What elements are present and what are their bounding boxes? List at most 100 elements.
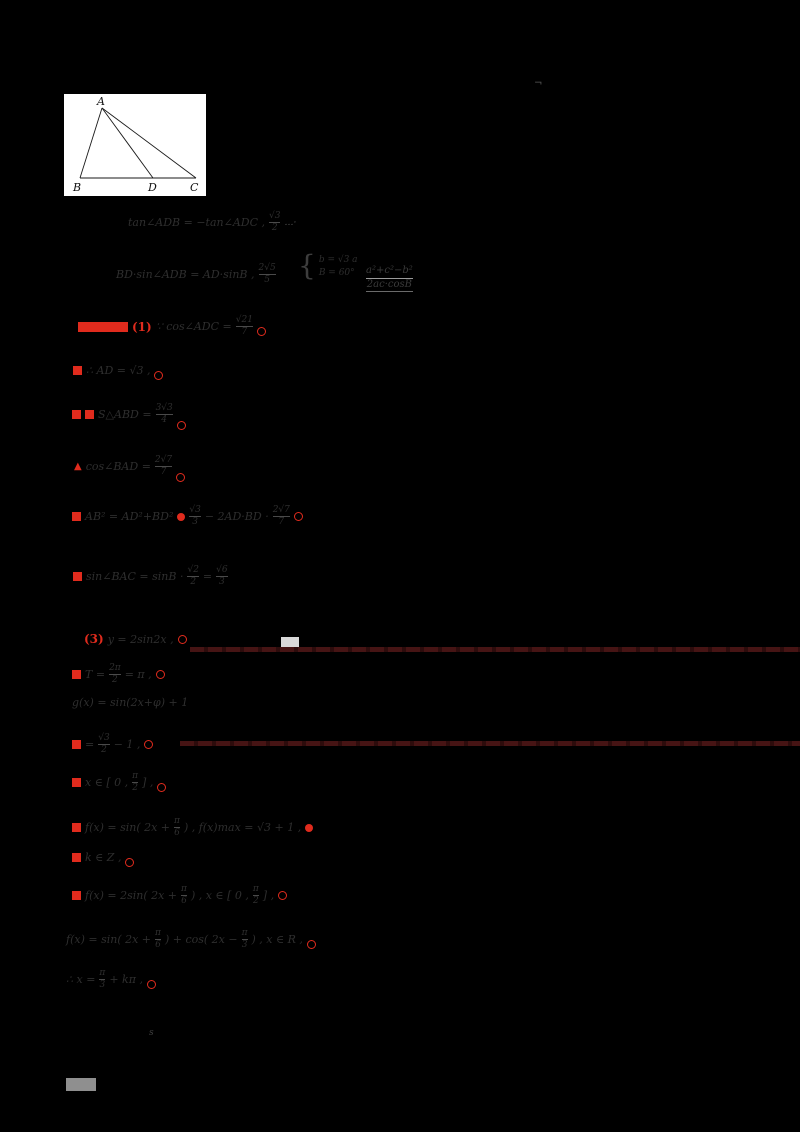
fraction-bar: [99, 979, 106, 981]
fraction-numerator: π: [252, 884, 259, 894]
fraction-numerator: π: [241, 928, 248, 938]
red-ring-mark: [278, 891, 288, 901]
fraction-denominator: 2: [101, 745, 107, 756]
equation-text: ] ,: [142, 776, 154, 790]
fraction-bar: [272, 516, 290, 518]
fraction-denominator: 7: [278, 517, 285, 528]
equation-line: k ∈ Z ,: [72, 851, 135, 867]
divider-line-dark-red: [180, 741, 800, 746]
red-ring-mark: [155, 670, 165, 680]
equation-text: f(x) = 2sin( 2x +: [85, 889, 178, 903]
red-dot-mark: [305, 823, 314, 832]
equation-line: = √3 2 − 1 ,: [72, 733, 154, 756]
faint-letter-mark: s: [149, 1028, 154, 1038]
fraction-numerator: √6: [216, 565, 228, 575]
red-ring-mark: [154, 371, 164, 380]
vertex-label-a: A: [96, 95, 105, 108]
system-of-equations: { b = √3 a B = 60°: [298, 252, 358, 280]
fraction: 2√5 5: [258, 263, 276, 286]
equation-line: T = 2π 2 = π ,: [72, 663, 165, 686]
red-ring-mark: [157, 783, 167, 793]
fraction-underline: [366, 291, 413, 292]
fraction: √6 3: [216, 565, 228, 588]
red-ring-mark: [125, 858, 135, 867]
fraction-denominator: 5: [264, 275, 270, 286]
triangle-figure: A B D C: [64, 94, 206, 196]
equation-line: S△ABD = 3√3 4: [72, 403, 186, 431]
fraction-bar: [187, 576, 199, 578]
equation-text: ) , f(x)max = √3 + 1 ,: [183, 821, 302, 835]
fraction-denominator: 2: [132, 783, 138, 794]
red-square-mark: [72, 670, 81, 680]
equation-line: tan∠ADB = −tan∠ADC , √3 2 …·: [128, 211, 297, 234]
fraction: 2√7 7: [272, 505, 290, 528]
fraction-bar: [252, 895, 259, 897]
faint-tail-mark: …·: [284, 217, 297, 228]
red-ring-mark: [177, 634, 187, 644]
equation-text: T =: [85, 668, 106, 682]
equation-line: ▲ cos∠BAD = 2√7 7: [74, 455, 186, 483]
fraction-bar: [155, 414, 173, 416]
faint-corner-mark: ¬: [534, 78, 543, 89]
fraction: 3√3 4: [155, 403, 173, 426]
equation-line: (3) y = 2sin2x ,: [84, 632, 187, 646]
equation-text: =: [202, 570, 213, 584]
red-square-mark: [85, 410, 94, 420]
fraction: √3 3: [189, 505, 201, 528]
fraction-numerator: a²+c²−b²: [366, 265, 413, 276]
fraction: √2 2: [187, 565, 199, 588]
equation-text: f(x) = sin( 2x +: [85, 821, 171, 835]
fraction-numerator: π: [181, 884, 187, 894]
triangle-diagram: A B D C: [72, 95, 199, 194]
red-square-mark: [72, 853, 81, 862]
divider-line-dark-red: [190, 647, 800, 652]
red-square-mark: [72, 410, 81, 420]
fraction-denominator: 4: [161, 415, 168, 426]
fraction-numerator: √2: [187, 565, 199, 575]
brace-line-1: b = √3 a: [318, 254, 358, 265]
red-ring-mark: [306, 940, 316, 950]
equation-text: + kπ ,: [109, 973, 143, 987]
fraction-denominator: 2: [112, 675, 118, 686]
part-label: (3): [84, 632, 104, 646]
fraction-bar: [269, 222, 281, 224]
fraction-bar: [155, 939, 161, 941]
equation-line: ∴ AD = √3 ,: [73, 364, 164, 380]
brace-symbol: {: [298, 249, 316, 282]
equation-text: =: [85, 738, 95, 752]
fraction-numerator: 2√7: [154, 455, 173, 465]
fraction-bar: [235, 326, 253, 328]
fraction-numerator: π: [174, 816, 180, 826]
equation-line: sin∠BAC = sinB · √2 2 = √6 3: [73, 565, 228, 588]
equation-text: = π ,: [124, 668, 152, 682]
fraction-numerator: π: [155, 928, 161, 938]
brace-line-2: B = 60°: [318, 267, 355, 278]
red-square-mark: [73, 366, 82, 375]
equation-text: ∴ AD = √3 ,: [86, 364, 151, 377]
equation-text: cos∠BAD =: [85, 460, 151, 474]
red-square-mark: [72, 740, 81, 750]
equation-text: ∵ cos∠ADC =: [155, 320, 232, 334]
red-square-mark: [72, 891, 81, 901]
fraction-bar: [132, 782, 139, 784]
equation-text: k ∈ Z ,: [85, 851, 122, 864]
fraction-numerator: √21: [235, 315, 253, 325]
red-square-mark: [72, 778, 81, 788]
equation-line: g(x) = sin(2x+φ) + 1: [72, 696, 188, 709]
fraction-bar: [181, 895, 187, 897]
equation-text: ) , x ∈ [ 0 ,: [190, 889, 249, 903]
equation-text: tan∠ADB = −tan∠ADC ,: [128, 216, 266, 230]
equation-text: BD·sin∠ADB = AD·sinB ,: [116, 268, 255, 282]
equation-text: y = 2sin2x ,: [107, 632, 174, 646]
fraction-bar: [98, 744, 110, 746]
equation-text: ) + cos( 2x −: [164, 933, 238, 947]
equation-text: ) , x ∈ R ,: [251, 933, 303, 947]
